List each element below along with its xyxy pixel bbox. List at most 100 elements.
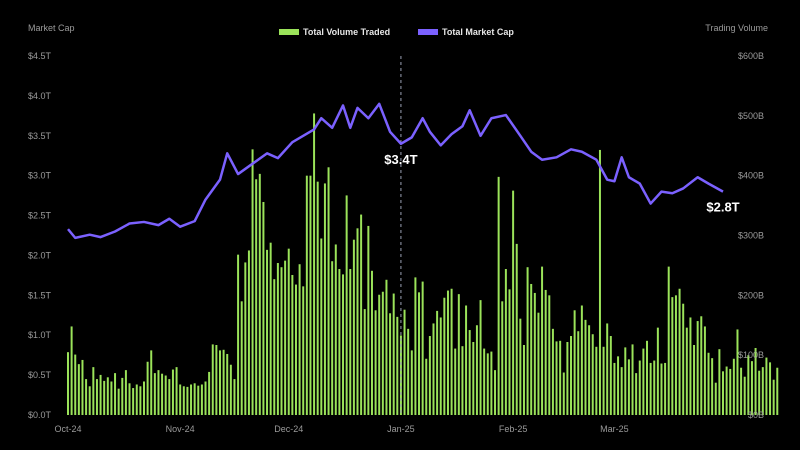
volume-bar xyxy=(367,225,370,415)
right-tick-label: $600B xyxy=(738,51,764,61)
volume-bar xyxy=(700,316,703,415)
volume-bar xyxy=(472,342,475,415)
x-tick-label: Mar-25 xyxy=(600,424,629,434)
volume-bar xyxy=(541,266,544,415)
volume-bar xyxy=(266,249,269,415)
left-axis-label: Market Cap xyxy=(28,23,75,33)
volume-bar xyxy=(99,374,102,415)
volume-bar xyxy=(457,294,460,415)
volume-bar xyxy=(522,345,525,415)
left-tick-label: $3.0T xyxy=(28,171,52,181)
volume-bar xyxy=(591,334,594,415)
volume-bar xyxy=(218,350,221,415)
volume-bar xyxy=(124,370,127,416)
volume-bar xyxy=(729,368,732,415)
volume-bar xyxy=(761,367,764,415)
volume-bar xyxy=(396,316,399,415)
legend-volume-label: Total Volume Traded xyxy=(303,27,390,37)
volume-bar xyxy=(566,342,569,415)
volume-bar xyxy=(374,310,377,415)
volume-bar xyxy=(504,269,507,415)
volume-bar xyxy=(70,326,73,415)
volume-bar xyxy=(428,336,431,415)
volume-bar xyxy=(309,175,312,415)
volume-bar xyxy=(200,384,203,415)
volume-bar xyxy=(627,359,630,415)
volume-bar xyxy=(381,291,384,415)
volume-bar xyxy=(258,173,261,415)
volume-bar xyxy=(559,340,562,415)
volume-bar xyxy=(334,244,337,415)
volume-bar xyxy=(370,270,373,415)
volume-bar xyxy=(606,323,609,415)
volume-bar xyxy=(465,305,468,415)
volume-bar xyxy=(291,274,294,415)
volume-bar xyxy=(186,386,189,415)
volume-bar xyxy=(280,267,283,415)
volume-bar xyxy=(190,384,193,415)
volume-bar xyxy=(486,353,489,415)
volume-bar xyxy=(157,370,160,416)
volume-bar xyxy=(646,340,648,415)
volume-bar xyxy=(595,346,598,415)
volume-bar xyxy=(689,317,692,415)
volume-bar xyxy=(197,385,200,415)
volume-bar xyxy=(352,239,355,415)
volume-bar xyxy=(776,367,779,415)
volume-bar xyxy=(577,331,580,415)
volume-bar xyxy=(385,279,388,415)
volume-bar xyxy=(446,290,449,415)
volume-bar xyxy=(656,327,659,415)
volume-bar xyxy=(725,366,728,415)
volume-bar xyxy=(356,228,359,415)
volume-bar xyxy=(320,238,323,415)
volume-bar xyxy=(638,360,641,415)
x-tick-label: Nov-24 xyxy=(166,424,195,434)
volume-bar xyxy=(168,379,171,415)
volume-bar xyxy=(624,347,627,415)
volume-bar xyxy=(360,214,363,415)
volume-bar xyxy=(150,350,153,415)
left-tick-label: $1.0T xyxy=(28,330,52,340)
volume-bar xyxy=(421,281,424,415)
left-axis-ticks: $0.0T $0.5T $1.0T $1.5T $2.0T $2.5T $3.0T $3.5T… xyxy=(28,51,52,420)
left-tick-label: $0.0T xyxy=(28,410,52,420)
volume-bar xyxy=(530,283,533,415)
volume-bar xyxy=(363,309,366,415)
volume-bar xyxy=(769,362,772,415)
volume-bar xyxy=(588,325,591,415)
volume-bar xyxy=(501,301,504,415)
volume-bar xyxy=(454,348,457,415)
left-tick-label: $4.5T xyxy=(28,51,52,61)
legend: Total Volume Traded Total Market Cap xyxy=(279,27,514,37)
right-axis-ticks: $0B $100B $200B $300B $400B $500B $600B xyxy=(738,51,764,420)
volume-bar xyxy=(161,373,164,415)
volume-bar xyxy=(410,350,413,415)
volume-bar xyxy=(674,295,677,415)
volume-bars xyxy=(67,113,779,416)
volume-bar xyxy=(110,381,113,415)
volume-bar xyxy=(693,345,696,415)
volume-bar xyxy=(237,254,240,415)
volume-bar xyxy=(544,289,547,415)
x-tick-label: Dec-24 xyxy=(274,424,303,434)
volume-bar xyxy=(251,149,254,415)
volume-bar xyxy=(208,371,211,415)
volume-bar xyxy=(132,388,135,415)
volume-bar xyxy=(287,248,290,415)
volume-bar xyxy=(407,328,410,415)
volume-bar xyxy=(750,361,753,415)
volume-bar xyxy=(736,329,739,415)
volume-bar xyxy=(284,260,287,415)
volume-bar xyxy=(432,323,435,415)
volume-bar xyxy=(392,293,395,415)
volume-bar xyxy=(425,358,428,415)
volume-bar xyxy=(244,262,247,415)
volume-bar xyxy=(345,195,348,415)
volume-bar xyxy=(106,377,109,415)
right-tick-label: $200B xyxy=(738,290,764,300)
volume-bar xyxy=(490,351,493,415)
volume-bar xyxy=(740,367,743,415)
volume-bar xyxy=(635,373,638,415)
